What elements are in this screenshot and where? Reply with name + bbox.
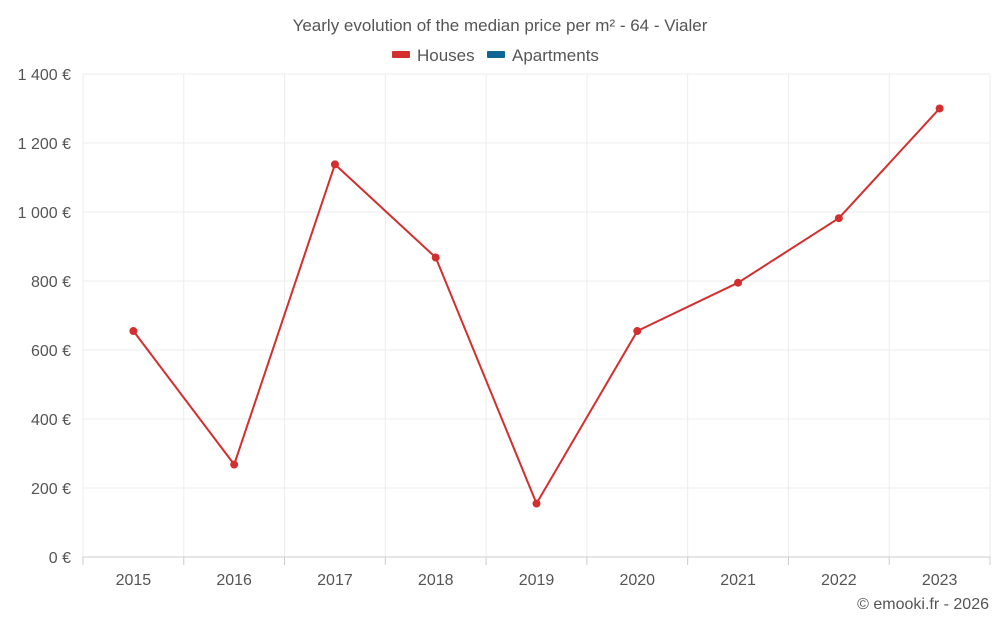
x-tick-label: 2016 <box>216 572 252 589</box>
data-point-houses-2015[interactable] <box>129 327 138 336</box>
y-tick-label: 1 400 € <box>18 67 71 84</box>
legend-label-apartments: Apartments <box>512 46 599 65</box>
y-tick-label: 0 € <box>49 550 71 567</box>
plot-series <box>129 104 944 508</box>
data-point-houses-2021[interactable] <box>734 278 743 287</box>
legend-item-apartments[interactable]: Apartments <box>487 46 599 65</box>
y-tick-label: 200 € <box>31 481 71 498</box>
x-tick-label: 2023 <box>922 572 958 589</box>
x-tick-label: 2018 <box>418 572 454 589</box>
x-tick-label: 2019 <box>519 572 555 589</box>
x-tick-label: 2015 <box>116 572 152 589</box>
x-axis: 2015 2016 2017 2018 2019 2020 2021 2022 2023 <box>82 556 991 589</box>
series-line-houses <box>132 107 941 505</box>
y-axis: 0 € 200 € 400 € 600 € 800 € 1 000 € 1 200 € 1 4… <box>18 67 71 567</box>
y-tick-label: 800 € <box>31 274 71 291</box>
legend-item-houses[interactable]: Houses <box>392 46 475 65</box>
data-point-houses-2019[interactable] <box>532 499 541 508</box>
data-point-houses-2023[interactable] <box>935 104 944 113</box>
y-tick-label: 1 000 € <box>18 205 71 222</box>
data-point-houses-2016[interactable] <box>230 460 239 469</box>
legend-swatch-houses <box>392 51 410 58</box>
y-tick-label: 600 € <box>31 343 71 360</box>
y-tick-label: 400 € <box>31 412 71 429</box>
chart-title: Yearly evolution of the median price per… <box>293 16 708 35</box>
data-point-houses-2022[interactable] <box>834 214 843 223</box>
x-tick-label: 2020 <box>619 572 655 589</box>
x-tick-label: 2022 <box>821 572 857 589</box>
legend[interactable]: Houses Apartments <box>392 46 599 65</box>
legend-swatch-apartments <box>487 51 505 58</box>
legend-label-houses: Houses <box>417 46 475 65</box>
data-point-houses-2017[interactable] <box>330 160 339 169</box>
x-tick-label: 2017 <box>317 572 353 589</box>
data-point-houses-2018[interactable] <box>431 253 440 262</box>
x-tick-label: 2021 <box>720 572 756 589</box>
y-tick-label: 1 200 € <box>18 136 71 153</box>
data-point-houses-2020[interactable] <box>633 327 642 336</box>
grid <box>82 73 991 557</box>
credit-text: © emooki.fr - 2026 <box>857 596 989 613</box>
